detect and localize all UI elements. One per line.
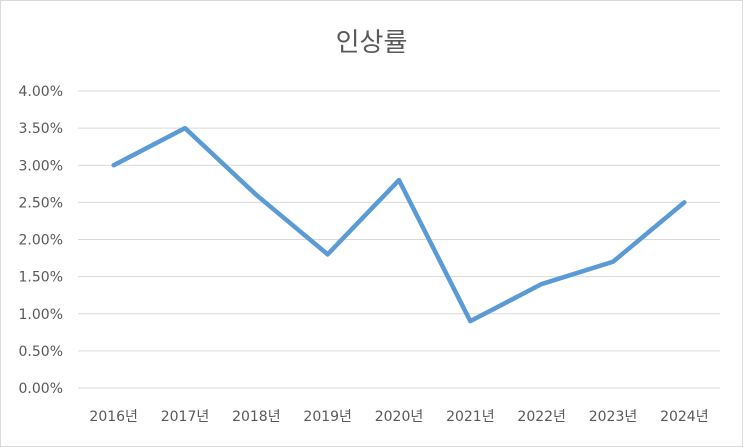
y-tick-label: 0.50% — [19, 344, 63, 360]
x-tick-label: 2023년 — [589, 409, 638, 425]
x-tick-label: 2022년 — [517, 409, 566, 425]
series-line — [111, 125, 687, 324]
x-tick-label: 2021년 — [446, 409, 495, 425]
x-axis: 2016년 2017년 2018년 2019년 2020년 2021년 2022년 2023년… — [89, 409, 708, 425]
y-axis: 0.00% 0.50% 1.00% 1.50% 2.00% 2.50% 3.00% 3.50%… — [19, 84, 63, 397]
y-tick-label: 3.50% — [19, 121, 63, 137]
x-tick-label: 2024년 — [660, 409, 709, 425]
series-group — [111, 125, 687, 324]
y-tick-label: 1.50% — [19, 270, 63, 286]
y-tick-label: 1.00% — [19, 307, 63, 323]
y-tick-label: 2.00% — [19, 233, 63, 249]
y-tick-label: 2.50% — [19, 195, 63, 211]
x-tick-label: 2020년 — [375, 409, 424, 425]
gridlines — [78, 90, 720, 389]
y-tick-label: 3.00% — [19, 158, 63, 174]
chart-title: 인상률 — [335, 28, 408, 58]
y-tick-label: 0.00% — [19, 381, 63, 397]
y-tick-label: 4.00% — [19, 84, 63, 100]
x-tick-label: 2016년 — [89, 409, 138, 425]
x-tick-label: 2018년 — [232, 409, 281, 425]
x-tick-label: 2017년 — [161, 409, 210, 425]
x-tick-label: 2019년 — [303, 409, 352, 425]
